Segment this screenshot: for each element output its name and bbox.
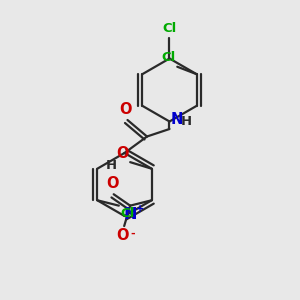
Text: O: O [116,146,129,161]
Text: -: - [130,229,135,238]
Text: Cl: Cl [162,22,177,35]
Text: O: O [116,229,129,244]
Text: +: + [136,204,144,214]
Text: Cl: Cl [120,207,135,220]
Text: O: O [106,176,118,191]
Text: H: H [106,159,117,172]
Text: N: N [123,206,137,221]
Text: Cl: Cl [161,51,176,64]
Text: H: H [181,115,192,128]
Text: N: N [170,112,183,128]
Text: O: O [120,102,132,117]
